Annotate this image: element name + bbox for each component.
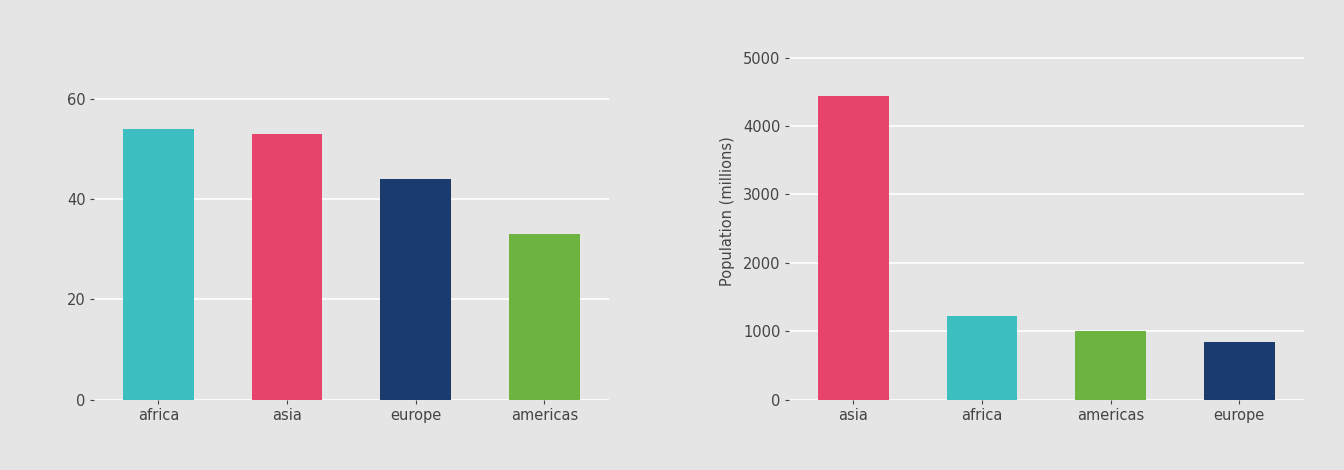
Bar bbox=[818, 96, 888, 400]
Bar bbox=[946, 316, 1017, 400]
Bar bbox=[380, 179, 452, 400]
Bar bbox=[251, 134, 323, 399]
Bar bbox=[509, 234, 579, 400]
Bar bbox=[1075, 331, 1146, 400]
Bar bbox=[124, 129, 194, 400]
Bar bbox=[1204, 342, 1274, 399]
Y-axis label: Population (millions): Population (millions) bbox=[720, 137, 735, 286]
